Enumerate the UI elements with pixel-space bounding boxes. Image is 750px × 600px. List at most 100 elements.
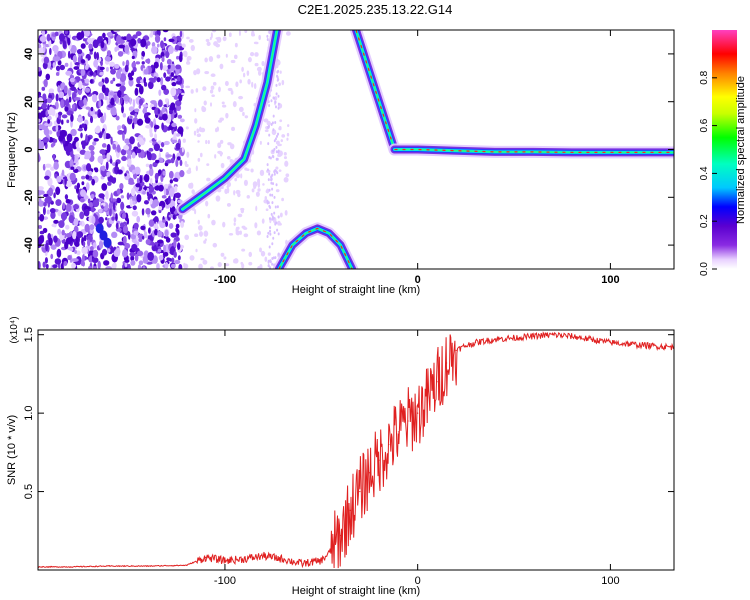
noise-speck <box>82 38 87 42</box>
noise-speck <box>162 65 168 71</box>
noise-speck <box>81 247 88 255</box>
noise-speck <box>136 118 144 126</box>
noise-speck <box>76 250 81 256</box>
noise-speck <box>194 118 198 124</box>
noise-speck <box>271 187 274 191</box>
noise-speck <box>155 159 160 164</box>
noise-speck <box>85 182 90 191</box>
noise-speck <box>145 207 151 215</box>
noise-speck <box>228 32 232 38</box>
noise-speck <box>229 143 235 150</box>
noise-cluster <box>103 237 112 248</box>
noise-speck <box>114 46 118 53</box>
noise-speck <box>158 254 164 261</box>
noise-speck <box>254 62 259 67</box>
noise-speck <box>70 86 77 91</box>
noise-speck <box>73 204 80 210</box>
noise-speck <box>118 39 125 44</box>
noise-speck <box>99 149 106 155</box>
noise-speck <box>274 256 277 260</box>
noise-speck <box>271 242 274 246</box>
noise-speck <box>237 213 243 218</box>
noise-speck <box>123 145 130 151</box>
noise-speck <box>207 140 210 145</box>
noise-speck <box>62 202 66 210</box>
noise-speck <box>229 159 233 163</box>
noise-speck <box>268 245 271 249</box>
noise-speck <box>270 212 273 216</box>
noise-speck <box>206 41 211 47</box>
noise-speck <box>222 221 226 228</box>
noise-speck <box>149 198 153 205</box>
x-tick-label: 0 <box>415 575 421 587</box>
noise-speck <box>101 84 106 94</box>
spectral-trace-peak <box>355 30 396 150</box>
noise-speck <box>167 195 171 204</box>
colorbar-gradient <box>712 30 737 269</box>
noise-speck <box>158 157 164 164</box>
noise-speck <box>149 163 153 170</box>
noise-speck <box>273 139 276 143</box>
noise-speck <box>273 147 276 151</box>
noise-speck <box>122 235 127 245</box>
noise-speck <box>67 50 71 59</box>
noise-speck <box>175 192 181 199</box>
noise-speck <box>198 263 203 269</box>
noise-speck <box>196 133 202 138</box>
noise-speck <box>101 165 106 172</box>
noise-speck <box>130 38 137 47</box>
noise-speck <box>65 180 73 188</box>
noise-speck <box>78 80 83 90</box>
noise-speck <box>241 248 246 252</box>
noise-speck <box>63 260 68 267</box>
noise-speck <box>186 55 192 61</box>
noise-speck <box>140 225 146 231</box>
noise-speck <box>253 182 257 190</box>
noise-speck <box>106 98 110 106</box>
noise-speck <box>281 79 285 86</box>
spectrogram-noise <box>38 30 291 269</box>
noise-speck <box>44 257 48 264</box>
noise-speck <box>42 261 46 268</box>
noise-speck <box>65 224 70 230</box>
noise-speck <box>145 163 150 168</box>
noise-speck <box>247 78 251 85</box>
noise-speck <box>174 185 178 193</box>
noise-speck <box>71 262 77 269</box>
noise-speck <box>244 167 248 171</box>
noise-speck <box>106 31 114 37</box>
noise-speck <box>175 227 179 233</box>
noise-speck <box>276 171 279 175</box>
noise-speck <box>275 189 280 193</box>
noise-speck <box>219 151 224 155</box>
noise-speck <box>175 64 181 70</box>
noise-speck <box>105 217 108 221</box>
noise-speck <box>283 151 287 156</box>
noise-speck <box>53 56 61 62</box>
noise-speck <box>280 139 283 143</box>
noise-speck <box>159 61 163 71</box>
noise-speck <box>255 205 258 212</box>
noise-speck <box>271 257 274 261</box>
noise-speck <box>58 33 66 42</box>
noise-speck <box>45 264 49 269</box>
noise-speck <box>57 85 61 93</box>
noise-speck <box>270 181 273 185</box>
noise-speck <box>286 137 289 141</box>
noise-speck <box>88 43 93 50</box>
noise-speck <box>239 79 242 84</box>
noise-speck <box>138 104 142 109</box>
noise-speck <box>238 30 241 37</box>
noise-speck <box>181 146 184 153</box>
noise-speck <box>195 68 201 75</box>
noise-speck <box>136 250 144 257</box>
noise-speck <box>157 239 164 244</box>
noise-speck <box>134 253 139 262</box>
noise-speck <box>212 81 217 86</box>
noise-speck <box>92 39 99 49</box>
noise-speck <box>175 142 181 150</box>
noise-speck <box>220 162 225 169</box>
noise-speck <box>266 120 271 126</box>
noise-speck <box>92 141 97 146</box>
noise-speck <box>177 242 181 250</box>
